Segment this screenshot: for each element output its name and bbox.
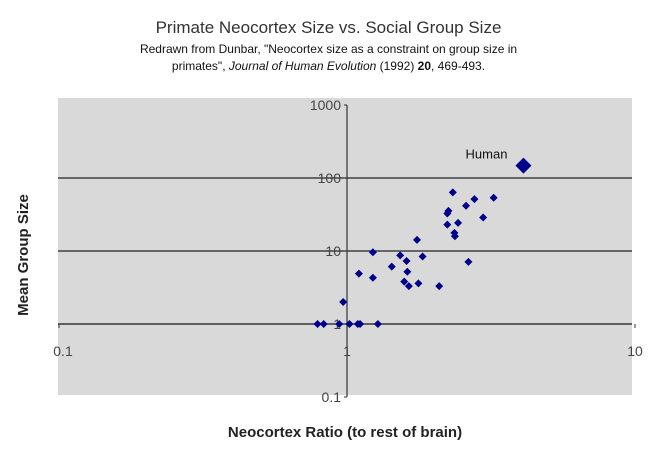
human-data-point xyxy=(515,157,532,174)
x-axis-label: Neocortex Ratio (to rest of brain) xyxy=(228,424,462,441)
data-point xyxy=(313,320,322,328)
y-tick-label: 100 xyxy=(318,170,342,186)
subtitle-pages: , 469-493. xyxy=(431,59,486,73)
data-point xyxy=(387,262,396,271)
subtitle-year: (1992) xyxy=(376,59,418,73)
data-point xyxy=(489,193,498,202)
x-tick-label: 10 xyxy=(627,343,643,359)
y-tick-label: 0.1 xyxy=(322,389,342,405)
subtitle-prefix: primates", xyxy=(171,59,229,73)
data-point xyxy=(450,232,459,241)
data-point xyxy=(339,298,348,307)
data-point xyxy=(403,267,412,276)
data-point xyxy=(400,277,409,286)
data-point xyxy=(418,252,427,261)
plot-area xyxy=(58,98,632,395)
data-point xyxy=(435,282,444,291)
data-point xyxy=(454,218,463,227)
data-point xyxy=(443,220,452,229)
chart-title: Primate Neocortex Size vs. Social Group … xyxy=(155,18,502,37)
subtitle-line1: Redrawn from Dunbar, "Neocortex size as … xyxy=(139,42,518,56)
data-point xyxy=(402,256,411,265)
data-point xyxy=(373,320,382,328)
y-tick-label: 1000 xyxy=(310,97,341,113)
human-label: Human xyxy=(466,147,508,162)
data-point xyxy=(412,235,421,244)
data-point xyxy=(335,320,344,328)
data-point xyxy=(444,206,453,215)
chart-subtitle: Redrawn from Dunbar, "Neocortex size as … xyxy=(0,41,657,75)
data-point xyxy=(470,195,479,204)
data-point xyxy=(368,273,377,282)
data-point xyxy=(404,282,413,291)
subtitle-journal: Journal of Human Evolution xyxy=(228,59,377,73)
data-point xyxy=(414,279,423,288)
data-point xyxy=(345,320,354,328)
data-point xyxy=(464,257,473,266)
y-tick-label: 10 xyxy=(325,243,341,259)
data-point xyxy=(448,188,457,197)
data-point xyxy=(368,248,377,257)
data-point xyxy=(356,320,365,328)
x-tick-label: 0.1 xyxy=(53,343,73,359)
y-axis-label: Mean Group Size xyxy=(15,194,32,316)
x-tick-label: 1 xyxy=(343,343,351,359)
subtitle-volume: 20 xyxy=(417,59,432,73)
data-point xyxy=(354,269,363,278)
data-point xyxy=(319,320,328,328)
data-point xyxy=(396,251,405,260)
data-point xyxy=(479,213,488,222)
data-point xyxy=(462,201,471,210)
